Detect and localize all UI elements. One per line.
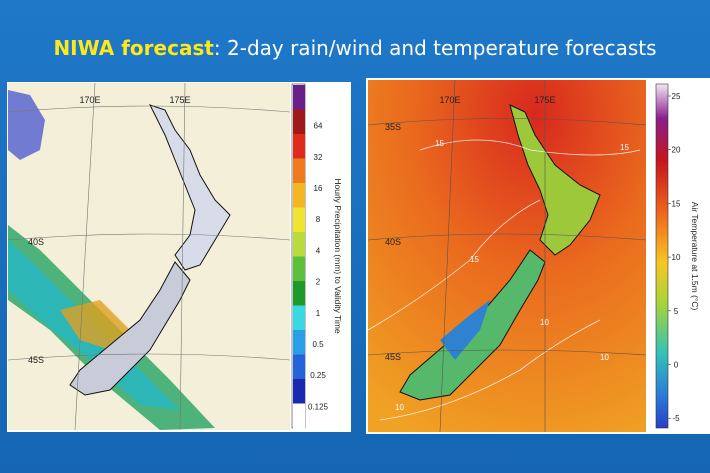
colorbar-block xyxy=(293,354,305,380)
lat-label: 45S xyxy=(28,355,44,365)
colorbar-block xyxy=(293,85,305,110)
north-island xyxy=(509,104,601,256)
temperature-colorbar xyxy=(655,83,669,429)
graticule xyxy=(367,79,647,433)
colorbar-tick-label: 16 xyxy=(314,184,323,193)
lon-label: 175E xyxy=(169,95,190,105)
title-rest: : 2-day rain/wind and temperature foreca… xyxy=(214,36,657,60)
north-island xyxy=(149,104,231,271)
slide-title: NIWA forecast: 2-day rain/wind and tempe… xyxy=(53,36,656,60)
south-island xyxy=(69,261,191,396)
lon-label: 170E xyxy=(439,95,460,105)
temperature-panel: 15 15 15 10 10 10 170E 175E 35S 40S 45S … xyxy=(366,78,710,434)
lat-label: 35S xyxy=(385,122,401,132)
contour-label: 15 xyxy=(435,139,444,148)
colorbar-block xyxy=(293,330,305,355)
colorbar-block xyxy=(293,305,305,331)
colorbar-title: Hourly Precipitation (mm) to Validity Ti… xyxy=(333,178,343,334)
contour-label: 10 xyxy=(540,318,549,327)
colorbar-block xyxy=(293,232,305,257)
lon-label: 175E xyxy=(534,95,555,105)
colorbar-block xyxy=(293,403,305,429)
rain-wind-panel: 64 32 16 8 4 2 1 0.5 0.25 0.125 Hourly Precipitat… xyxy=(7,82,351,432)
temperature-colorbar-ticks: 25 20 15 10 5 0 -5 xyxy=(668,92,681,423)
rain-cell xyxy=(60,300,130,350)
colorbar-tick-label: 64 xyxy=(314,122,323,131)
contours xyxy=(367,139,641,421)
contour-label: 15 xyxy=(470,255,479,264)
colorbar-tick-label: 0.5 xyxy=(312,340,324,349)
colorbar-tick-label: 4 xyxy=(316,246,321,255)
colorbar-tick-label: 5 xyxy=(674,307,679,316)
lat-label: 40S xyxy=(385,237,401,247)
colorbar-block xyxy=(293,109,305,135)
colorbar-block xyxy=(293,379,305,404)
colorbar-block xyxy=(293,207,305,233)
colorbar-tick-label: 15 xyxy=(672,199,681,208)
lat-label: 40S xyxy=(28,237,44,247)
colorbar-tick-label: 10 xyxy=(672,253,681,262)
graticule xyxy=(7,82,291,431)
title-highlight: NIWA forecast xyxy=(53,36,214,60)
lat-label: 45S xyxy=(385,352,401,362)
colorbar-block xyxy=(293,183,305,208)
colorbar-block xyxy=(293,134,305,159)
colorbar-tick-label: 1 xyxy=(316,309,321,318)
rain-cell xyxy=(8,90,45,160)
colorbar-tick-label: -5 xyxy=(672,414,680,423)
cold-alps xyxy=(440,300,490,360)
colorbar-tick-label: 20 xyxy=(672,146,681,155)
contour-label: 10 xyxy=(395,403,404,412)
colorbar-block xyxy=(293,281,305,306)
colorbar-tick-label: 2 xyxy=(316,278,321,287)
contour-label: 15 xyxy=(620,143,629,152)
colorbar-block xyxy=(293,256,305,282)
colorbar-tick-label: 0.25 xyxy=(310,371,326,380)
colorbar-tick-label: 8 xyxy=(316,215,321,224)
colorbar-tick-label: 25 xyxy=(672,92,681,101)
lon-label: 170E xyxy=(79,95,100,105)
colorbar-tick-label: 32 xyxy=(314,153,323,162)
colorbar-tick-label: 0 xyxy=(674,361,679,370)
contour-label: 10 xyxy=(600,353,609,362)
precip-colorbar: 64 32 16 8 4 2 1 0.5 0.25 0.125 xyxy=(293,85,329,429)
colorbar-tick-label: 0.125 xyxy=(308,402,329,411)
colorbar-block xyxy=(293,158,305,184)
colorbar-title: Air Temperature at 1.5m (°C) xyxy=(690,202,700,311)
